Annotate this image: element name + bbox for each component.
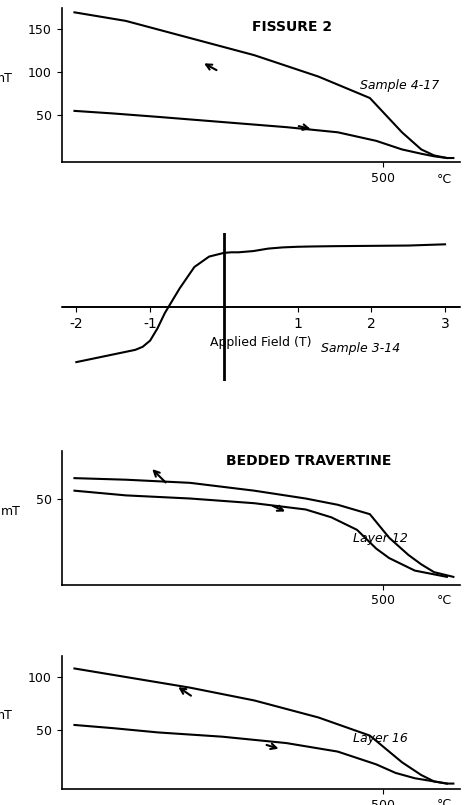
Y-axis label: mT: mT: [1, 505, 21, 518]
Text: °C: °C: [437, 799, 452, 805]
X-axis label: Applied Field (T): Applied Field (T): [210, 336, 311, 349]
Y-axis label: mT: mT: [0, 72, 13, 85]
Text: Layer 12: Layer 12: [353, 531, 408, 544]
Text: °C: °C: [437, 594, 452, 607]
Text: Sample 3-14: Sample 3-14: [320, 341, 400, 355]
Text: °C: °C: [437, 173, 452, 186]
Text: FISSURE 2: FISSURE 2: [253, 20, 333, 35]
Text: Sample 4-17: Sample 4-17: [360, 79, 440, 92]
Text: Layer 16: Layer 16: [353, 732, 408, 745]
Text: BEDDED TRAVERTINE: BEDDED TRAVERTINE: [226, 454, 391, 469]
Y-axis label: mT: mT: [0, 709, 13, 722]
